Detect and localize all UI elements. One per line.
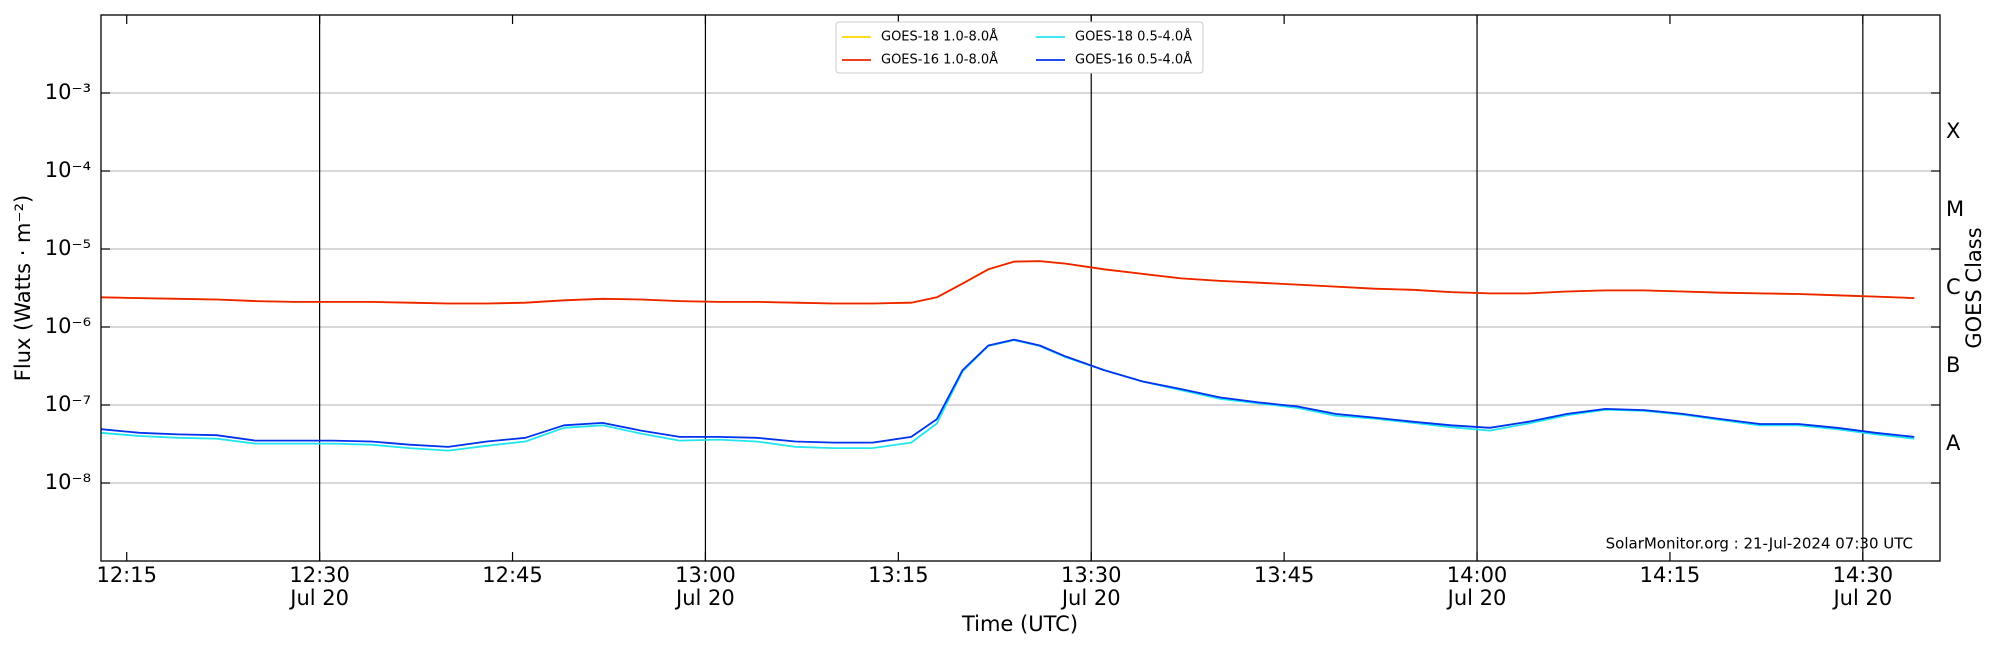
y-tick-label: 10⁻⁴ — [45, 158, 91, 182]
y-axis-label: Flux (Watts · m⁻²) — [11, 195, 35, 381]
legend-label: GOES-18 0.5-4.0Å — [1075, 29, 1192, 45]
legend-label: GOES-16 1.0-8.0Å — [881, 52, 998, 68]
x-tick-label: Jul 20 — [1446, 586, 1507, 610]
plot-frame — [100, 14, 1941, 562]
series-line — [100, 339, 1915, 452]
legend-box — [835, 21, 1204, 74]
y-tick-label: 10⁻⁵ — [45, 236, 91, 260]
series-line — [100, 338, 1915, 448]
y2-tick-label: B — [1946, 353, 1960, 377]
series-line — [100, 260, 1915, 305]
legend: GOES-18 1.0-8.0Å GOES-16 1.0-8.0Å GOES-18 … — [835, 21, 1204, 74]
x-tick-label: 13:15 — [868, 563, 929, 587]
legend-label: GOES-18 1.0-8.0Å — [881, 29, 998, 45]
x-tick-label: 12:45 — [482, 563, 543, 587]
x-tick-label: 14:30 — [1833, 563, 1894, 587]
y-tick-label: 10⁻⁶ — [45, 314, 91, 338]
x-tick-label: 13:30 — [1061, 563, 1122, 587]
x-tick-label: Jul 20 — [674, 586, 735, 610]
y2-tick-label: A — [1946, 431, 1961, 455]
y-tick-label: 10⁻⁸ — [45, 470, 91, 494]
y2-tick-label: X — [1946, 119, 1960, 143]
y-tick-label: 10⁻⁷ — [45, 392, 91, 416]
y2-tick-label: C — [1946, 275, 1961, 299]
legend-label: GOES-16 0.5-4.0Å — [1075, 52, 1192, 68]
annotation: SolarMonitor.org : 21-Jul-2024 07:30 UTC — [1606, 535, 1913, 553]
x-tick-label: 13:00 — [675, 563, 736, 587]
series-line — [100, 260, 1915, 305]
x-tick-label: 12:30 — [289, 563, 350, 587]
x-tick-label: 14:00 — [1447, 563, 1508, 587]
y-tick-label: 10⁻³ — [45, 80, 91, 104]
x-tick-label: Jul 20 — [1831, 586, 1892, 610]
x-tick-label: Jul 20 — [288, 586, 349, 610]
y2-axis-label: GOES Class — [1962, 227, 1986, 348]
x-tick-label: 12:15 — [96, 563, 157, 587]
x-tick-label: Jul 20 — [1060, 586, 1121, 610]
x-axis-label: Time (UTC) — [961, 612, 1078, 636]
x-tick-label: 14:15 — [1640, 563, 1701, 587]
y2-tick-label: M — [1946, 197, 1964, 221]
x-tick-label: 13:45 — [1254, 563, 1315, 587]
